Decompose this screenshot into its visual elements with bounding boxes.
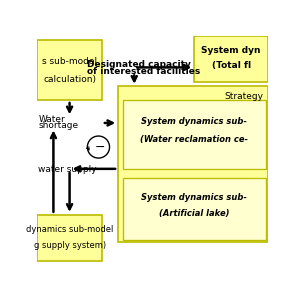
Text: water supply: water supply <box>38 165 97 175</box>
Text: dynamics sub-model: dynamics sub-model <box>26 225 113 234</box>
Text: shortage: shortage <box>38 121 79 130</box>
Bar <box>194 36 268 82</box>
Bar <box>123 178 266 240</box>
Text: calculation): calculation) <box>43 75 96 84</box>
Text: System dynamics sub-: System dynamics sub- <box>141 117 247 126</box>
Text: (Total fl: (Total fl <box>212 61 251 70</box>
Text: Designated capacity: Designated capacity <box>87 60 191 69</box>
Text: −: − <box>95 141 105 153</box>
Text: (Artificial lake): (Artificial lake) <box>159 209 229 218</box>
Text: System dynamics sub-: System dynamics sub- <box>141 193 247 202</box>
Bar <box>37 215 102 261</box>
Bar <box>123 100 266 169</box>
Bar <box>118 86 268 242</box>
Bar <box>37 40 102 100</box>
Text: System dyn: System dyn <box>201 46 261 55</box>
Text: (Water reclamation ce-: (Water reclamation ce- <box>140 134 248 144</box>
Text: of interested facilities: of interested facilities <box>87 67 200 76</box>
Text: Strategy: Strategy <box>225 92 264 101</box>
Text: g supply system): g supply system) <box>33 241 106 250</box>
Text: s sub-model: s sub-model <box>42 57 97 66</box>
Text: Water: Water <box>38 115 65 124</box>
